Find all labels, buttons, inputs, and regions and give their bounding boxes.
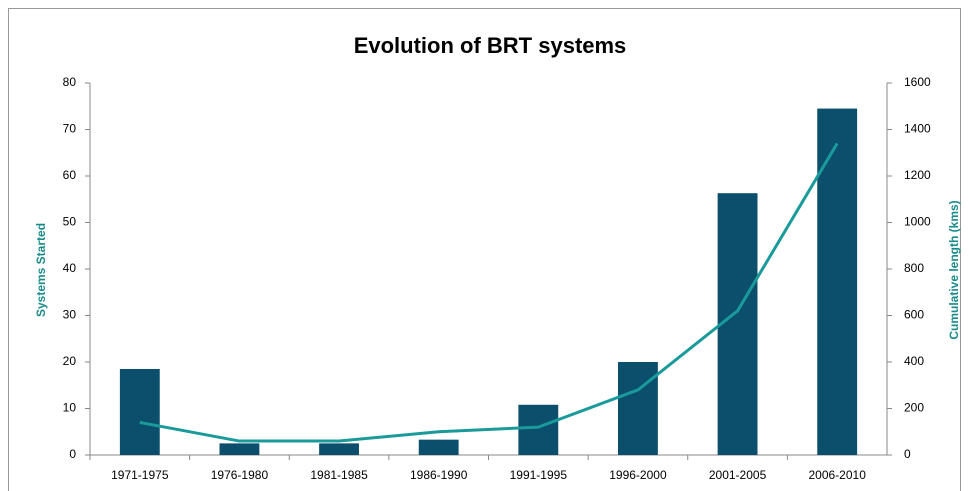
y2-tick-label: 1600 bbox=[904, 75, 931, 89]
y2-tick-label: 1400 bbox=[904, 122, 931, 136]
x-tick-label: 2006-2010 bbox=[808, 468, 866, 482]
y-axis-title: Systems Started bbox=[34, 223, 48, 317]
x-tick-label: 1976-1980 bbox=[211, 468, 269, 482]
bar bbox=[618, 362, 658, 455]
bar bbox=[817, 108, 858, 455]
x-tick-label: 1981-1985 bbox=[310, 468, 368, 482]
y2-tick-label: 1200 bbox=[904, 168, 931, 182]
bar bbox=[418, 439, 459, 455]
x-tick-label: 1991-1995 bbox=[510, 468, 568, 482]
x-tick-label: 1971-1975 bbox=[111, 468, 169, 482]
bar bbox=[518, 404, 559, 455]
y2-tick-label: 800 bbox=[904, 261, 924, 275]
bar bbox=[319, 443, 359, 455]
y2-tick-label: 600 bbox=[904, 308, 924, 322]
y-tick-label: 50 bbox=[63, 215, 77, 229]
x-tick-label: 1986-1990 bbox=[410, 468, 468, 482]
x-tick-label: 1996-2000 bbox=[609, 468, 667, 482]
y2-tick-label: 400 bbox=[904, 354, 924, 368]
bar bbox=[119, 368, 160, 455]
x-tick-label: 2001-2005 bbox=[709, 468, 767, 482]
chart-border bbox=[8, 8, 961, 491]
y-tick-label: 10 bbox=[63, 401, 77, 415]
y2-axis-title: Cumulative length (kms) bbox=[947, 200, 961, 339]
y-tick-label: 0 bbox=[69, 447, 76, 461]
y-tick-label: 40 bbox=[63, 261, 77, 275]
bar bbox=[717, 193, 758, 455]
line bbox=[139, 142, 839, 443]
y-tick-label: 30 bbox=[63, 308, 77, 322]
y-tick-label: 20 bbox=[63, 354, 77, 368]
chart-title: Evolution of BRT systems bbox=[354, 33, 627, 58]
y2-tick-label: 0 bbox=[904, 447, 911, 461]
bar bbox=[219, 443, 260, 455]
y2-tick-label: 200 bbox=[904, 401, 924, 415]
y-tick-label: 70 bbox=[63, 122, 77, 136]
y2-tick-label: 1000 bbox=[904, 215, 931, 229]
y-tick-label: 80 bbox=[63, 75, 77, 89]
y-tick-label: 60 bbox=[63, 168, 77, 182]
